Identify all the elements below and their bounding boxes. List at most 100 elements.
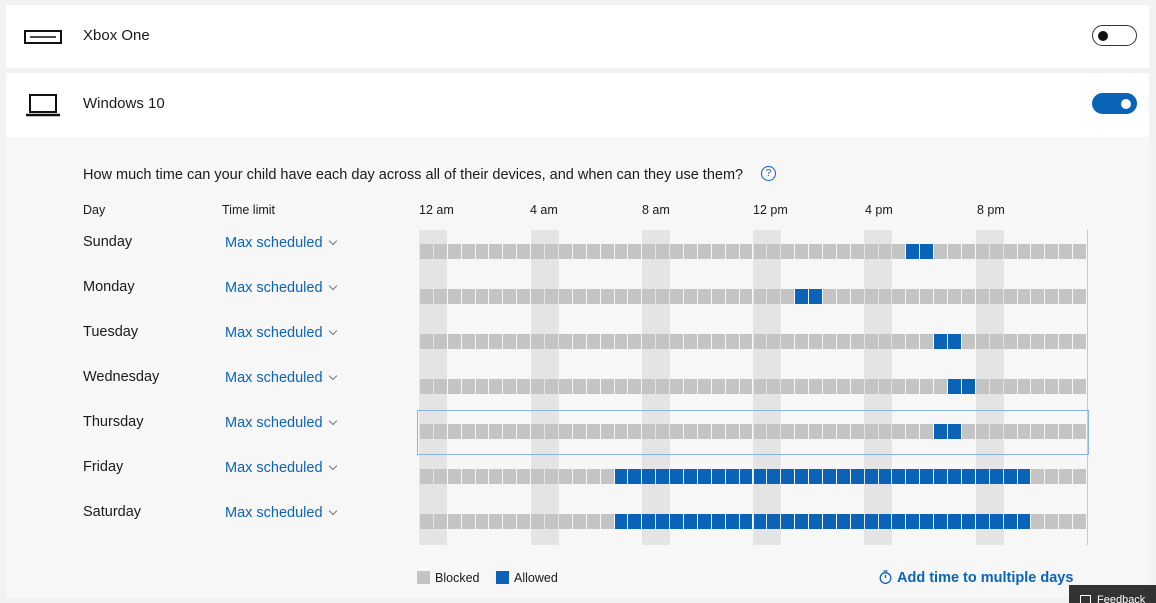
allowed-slot[interactable] [920, 514, 934, 529]
blocked-slot[interactable] [1059, 379, 1073, 394]
allowed-slot[interactable] [961, 514, 975, 529]
blocked-slot[interactable] [517, 469, 531, 484]
blocked-slot[interactable] [600, 379, 614, 394]
blocked-slot[interactable] [433, 469, 447, 484]
blocked-slot[interactable] [517, 379, 531, 394]
allowed-slot[interactable] [948, 334, 961, 349]
time-limit-dropdown[interactable]: Max scheduled [225, 505, 337, 521]
blocked-slot[interactable] [878, 379, 892, 394]
blocked-slot[interactable] [684, 289, 697, 304]
blocked-slot[interactable] [558, 424, 572, 439]
blocked-slot[interactable] [1017, 424, 1031, 439]
blocked-slot[interactable] [1045, 289, 1059, 304]
blocked-slot[interactable] [475, 244, 489, 259]
blocked-slot[interactable] [642, 244, 656, 259]
allowed-slot[interactable] [948, 424, 961, 439]
blocked-slot[interactable] [892, 244, 906, 259]
blocked-slot[interactable] [711, 424, 725, 439]
blocked-slot[interactable] [517, 514, 531, 529]
blocked-slot[interactable] [531, 244, 545, 259]
blocked-slot[interactable] [558, 514, 572, 529]
allowed-slot[interactable] [739, 469, 753, 484]
allowed-slot[interactable] [892, 514, 906, 529]
blocked-slot[interactable] [642, 289, 656, 304]
blocked-slot[interactable] [1073, 334, 1086, 349]
blocked-slot[interactable] [767, 334, 781, 349]
allowed-slot[interactable] [614, 469, 628, 484]
allowed-slot[interactable] [934, 514, 948, 529]
blocked-slot[interactable] [850, 334, 864, 349]
blocked-slot[interactable] [670, 244, 684, 259]
blocked-slot[interactable] [475, 514, 489, 529]
blocked-slot[interactable] [614, 244, 628, 259]
allowed-slot[interactable] [628, 469, 642, 484]
blocked-slot[interactable] [836, 244, 850, 259]
blocked-slot[interactable] [906, 379, 920, 394]
blocked-slot[interactable] [1031, 424, 1045, 439]
blocked-slot[interactable] [961, 244, 975, 259]
allowed-slot[interactable] [670, 469, 684, 484]
blocked-slot[interactable] [822, 424, 836, 439]
allowed-slot[interactable] [822, 514, 836, 529]
blocked-slot[interactable] [697, 334, 711, 349]
allowed-slot[interactable] [906, 469, 920, 484]
blocked-slot[interactable] [934, 244, 948, 259]
blocked-slot[interactable] [670, 289, 684, 304]
allowed-slot[interactable] [614, 514, 628, 529]
blocked-slot[interactable] [739, 289, 753, 304]
blocked-slot[interactable] [739, 424, 753, 439]
blocked-slot[interactable] [628, 244, 642, 259]
allowed-slot[interactable] [656, 514, 670, 529]
blocked-slot[interactable] [711, 379, 725, 394]
allowed-slot[interactable] [725, 514, 739, 529]
blocked-slot[interactable] [545, 289, 558, 304]
blocked-slot[interactable] [809, 379, 822, 394]
blocked-slot[interactable] [433, 379, 447, 394]
blocked-slot[interactable] [558, 244, 572, 259]
blocked-slot[interactable] [1031, 514, 1045, 529]
allowed-slot[interactable] [1017, 514, 1031, 529]
blocked-slot[interactable] [489, 244, 503, 259]
blocked-slot[interactable] [600, 289, 614, 304]
blocked-slot[interactable] [753, 289, 767, 304]
blocked-slot[interactable] [878, 334, 892, 349]
blocked-slot[interactable] [600, 514, 614, 529]
allowed-slot[interactable] [878, 469, 892, 484]
allowed-slot[interactable] [753, 469, 767, 484]
blocked-slot[interactable] [809, 244, 822, 259]
allowed-slot[interactable] [809, 289, 822, 304]
blocked-slot[interactable] [503, 244, 517, 259]
blocked-slot[interactable] [656, 424, 670, 439]
blocked-slot[interactable] [697, 379, 711, 394]
blocked-slot[interactable] [725, 424, 739, 439]
blocked-slot[interactable] [809, 334, 822, 349]
help-icon[interactable]: ? [761, 166, 776, 181]
allowed-slot[interactable] [864, 469, 878, 484]
blocked-slot[interactable] [461, 334, 475, 349]
blocked-slot[interactable] [1073, 289, 1086, 304]
blocked-slot[interactable] [878, 244, 892, 259]
blocked-slot[interactable] [836, 379, 850, 394]
blocked-slot[interactable] [725, 289, 739, 304]
blocked-slot[interactable] [489, 334, 503, 349]
feedback-button[interactable]: Feedback [1069, 585, 1156, 603]
time-limit-dropdown[interactable]: Max scheduled [225, 280, 337, 296]
blocked-slot[interactable] [1003, 244, 1017, 259]
blocked-slot[interactable] [711, 244, 725, 259]
blocked-slot[interactable] [753, 379, 767, 394]
blocked-slot[interactable] [864, 334, 878, 349]
blocked-slot[interactable] [531, 514, 545, 529]
blocked-slot[interactable] [447, 379, 461, 394]
blocked-slot[interactable] [628, 334, 642, 349]
blocked-slot[interactable] [1059, 334, 1073, 349]
allowed-slot[interactable] [642, 514, 656, 529]
blocked-slot[interactable] [614, 289, 628, 304]
blocked-slot[interactable] [864, 244, 878, 259]
blocked-slot[interactable] [1003, 289, 1017, 304]
blocked-slot[interactable] [656, 289, 670, 304]
allowed-slot[interactable] [809, 469, 822, 484]
blocked-slot[interactable] [545, 379, 558, 394]
blocked-slot[interactable] [572, 424, 586, 439]
blocked-slot[interactable] [781, 289, 795, 304]
blocked-slot[interactable] [989, 424, 1003, 439]
